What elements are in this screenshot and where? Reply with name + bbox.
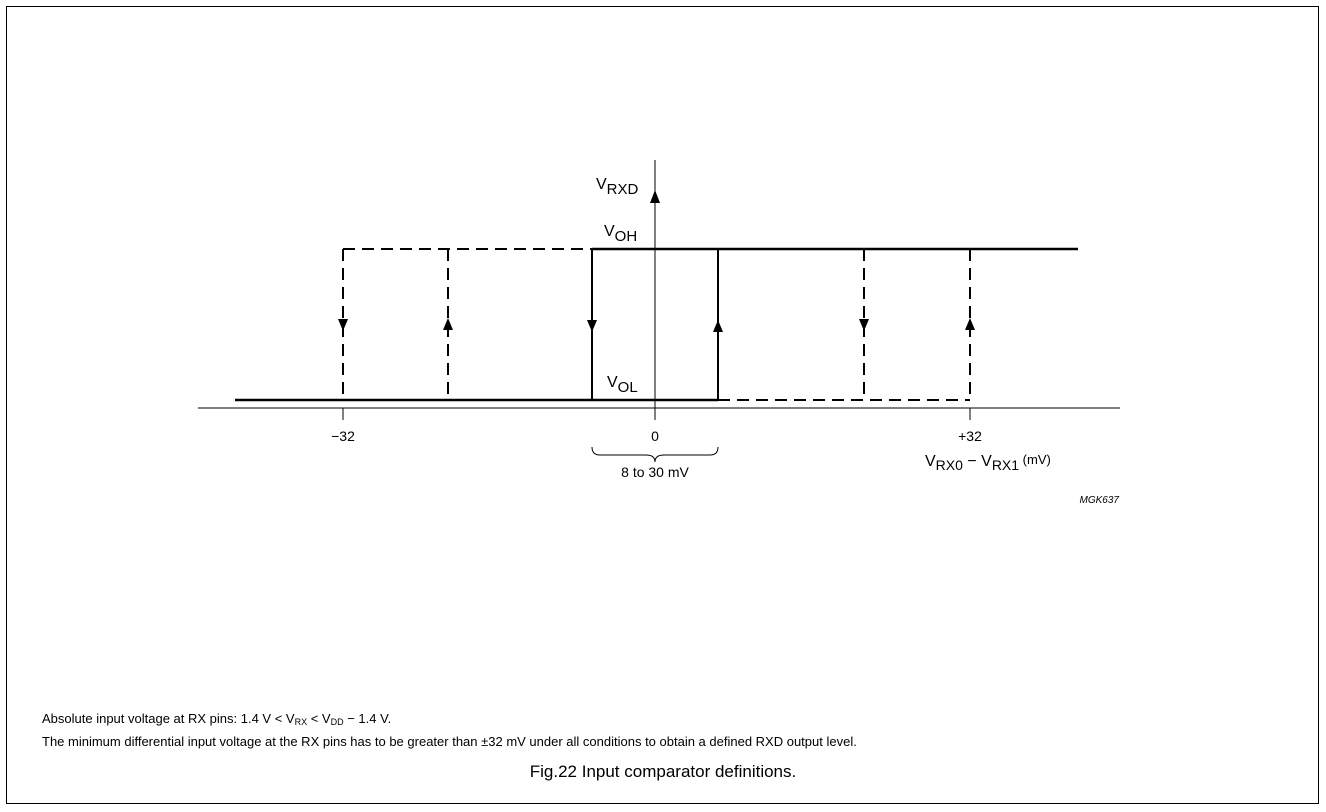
x-axis-label: VRX0 − VRX1 (mV): [925, 452, 1051, 473]
up-arrow-icon: [713, 320, 723, 332]
up-arrow-icon: [443, 318, 453, 330]
down-arrow-icon: [338, 319, 348, 331]
note-absolute-voltage: Absolute input voltage at RX pins: 1.4 V…: [42, 711, 392, 727]
y-axis-label: VRXD: [596, 176, 639, 198]
down-arrow-icon: [859, 319, 869, 331]
up-arrow-icon: [965, 318, 975, 330]
hysteresis-brace: [591, 446, 719, 463]
hysteresis-label: 8 to 30 mV: [621, 464, 689, 480]
down-arrow-icon: [587, 320, 597, 332]
level-high-label: VOH: [604, 223, 637, 245]
tick-label-plus32: +32: [958, 428, 982, 444]
tick-label-minus32: −32: [331, 428, 355, 444]
page-frame: [6, 6, 1319, 804]
note-differential-voltage: The minimum differential input voltage a…: [42, 734, 857, 749]
tick-label-zero: 0: [651, 428, 659, 444]
figure-caption: Fig.22 Input comparator definitions.: [529, 762, 797, 781]
level-low-label: VOL: [607, 374, 638, 396]
figure-code: MGK637: [1080, 495, 1120, 506]
y-axis-arrow-icon: [650, 190, 660, 203]
